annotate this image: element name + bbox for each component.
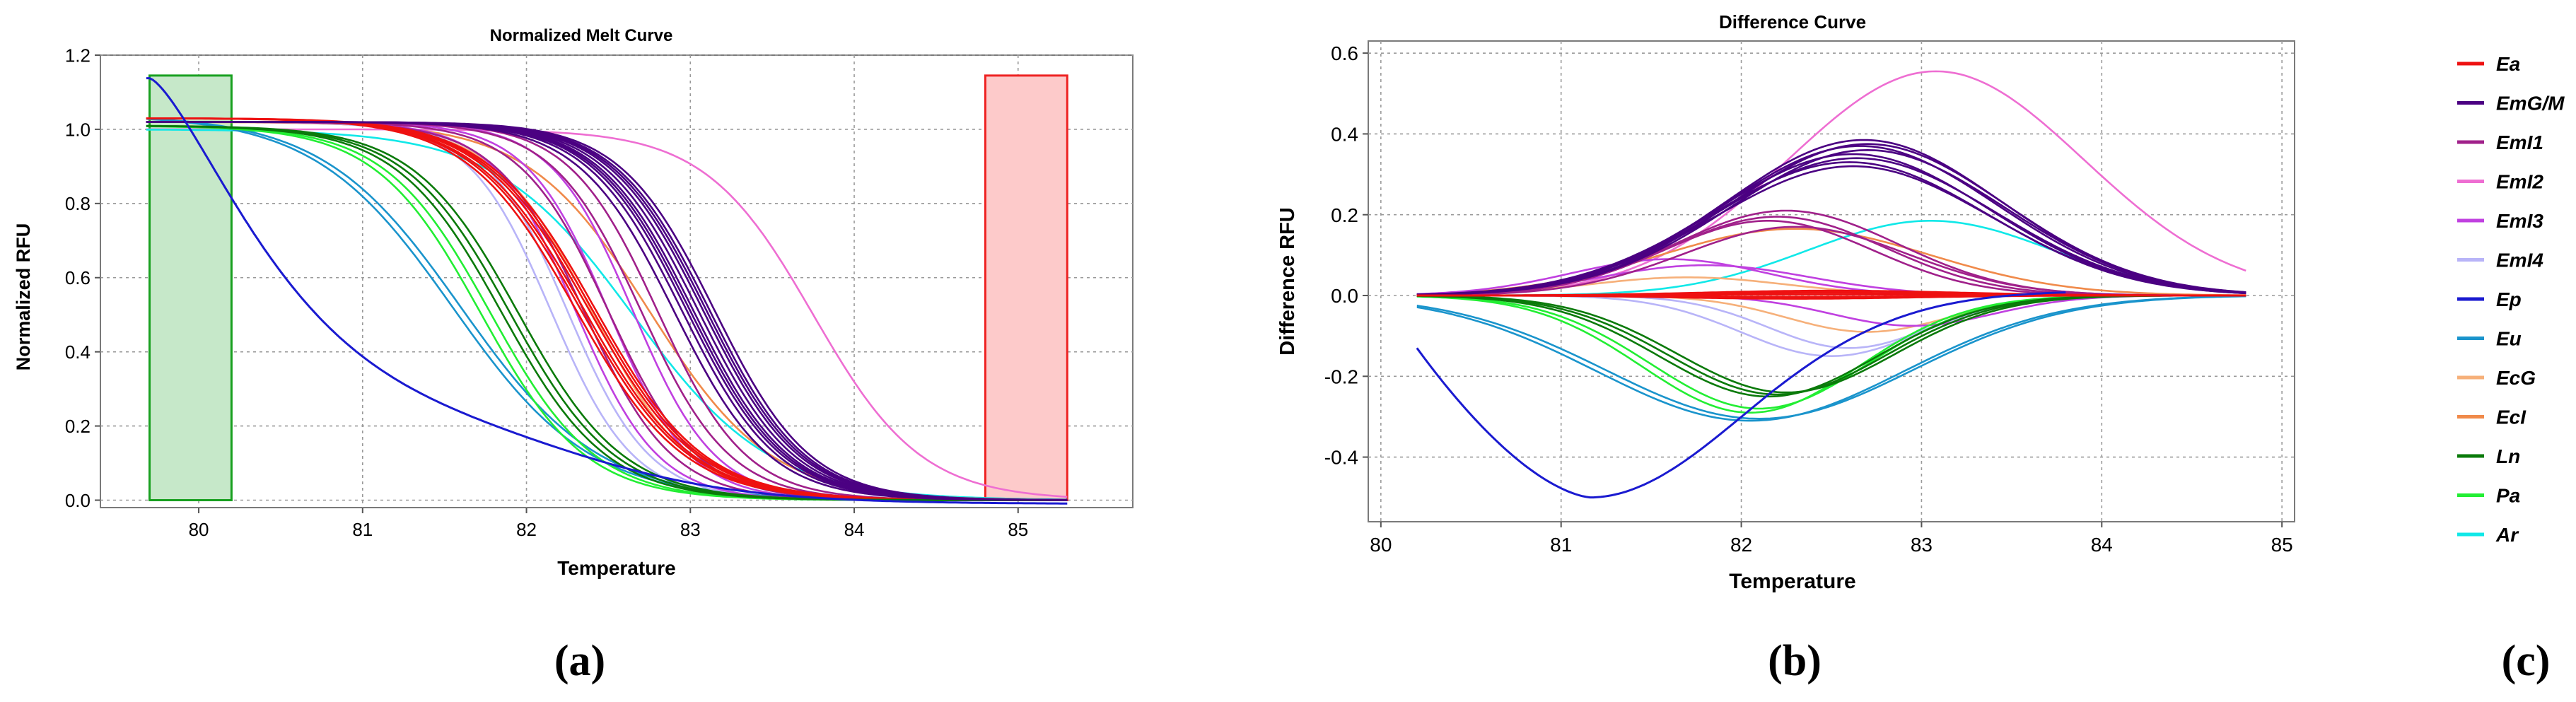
legend-label-emi1: EmI1 — [2496, 131, 2543, 153]
panel-label-c: (c) — [2502, 637, 2551, 685]
panel-b-series — [1416, 70, 2246, 499]
panel-b-xtick-label: 80 — [1370, 534, 1392, 556]
diff-line-emi1 — [1416, 226, 2246, 297]
panel-b-xtick-label: 81 — [1550, 534, 1572, 556]
panel-b-ylabel: Difference RFU — [1276, 207, 1299, 356]
panel-a-series — [146, 77, 1068, 505]
end-region — [984, 74, 1068, 502]
panel-b-xtick-label: 82 — [1730, 534, 1752, 556]
panel-a-xtick-label: 84 — [844, 519, 865, 540]
panel-label-a: (a) — [554, 637, 605, 685]
panel-a-ytick-label: 1.2 — [65, 45, 91, 66]
legend-label-ar: Ar — [2495, 524, 2519, 546]
panel-a-ytick-label: 0.8 — [65, 193, 91, 214]
series-line-emi2 — [146, 128, 1068, 498]
panel-a-xtick-label: 83 — [680, 519, 701, 540]
panel-b-ytick-label: -0.4 — [1324, 447, 1358, 469]
panel-b-xtick-label: 84 — [2091, 534, 2113, 556]
panel-a-title: Normalized Melt Curve — [490, 26, 673, 45]
panel-a-xtick-label: 80 — [189, 519, 209, 540]
legend-label-eu: Eu — [2496, 328, 2522, 350]
panel-b-ytick-label: -0.2 — [1324, 365, 1358, 387]
panel-a-chart: Normalized Melt Curve Normalized RFU Tem… — [13, 26, 1133, 579]
legend-label-pa: Pa — [2496, 485, 2520, 507]
panel-a-regions — [148, 74, 1068, 502]
panel-b-xlabel: Temperature — [1729, 570, 1856, 593]
legend-label-ep: Ep — [2496, 288, 2522, 310]
panel-label-b: (b) — [1768, 637, 1822, 685]
panel-a-ticks: 80 81 82 83 84 85 0.0 0.2 0.4 0.6 0.8 1.0 1.2 — [65, 45, 1028, 540]
panel-b-ticks: 80 81 82 83 84 85 -0.4 -0.2 0.0 0.2 0.4 0.6 — [1324, 42, 2293, 556]
panel-a-ylabel: Normalized RFU — [13, 223, 34, 371]
panel-a-ytick-label: 0.2 — [65, 416, 91, 437]
diff-line-emg-m — [1416, 165, 2246, 296]
panel-a-xlabel: Temperature — [557, 557, 676, 579]
legend-label-eci: EcI — [2496, 406, 2527, 428]
panel-a-ytick-label: 0.0 — [65, 490, 91, 511]
legend: Ea EmG/M EmI1 EmI2 EmI3 EmI4 Ep Eu EcG EcI Ln Pa Ar — [2457, 53, 2565, 546]
panel-b-xtick-label: 83 — [1911, 534, 1933, 556]
diff-line-emg-m — [1416, 143, 2246, 296]
panel-a-ytick-label: 0.6 — [65, 267, 91, 288]
legend-label-ecg: EcG — [2496, 367, 2536, 389]
panel-b-ytick-label: 0.0 — [1331, 285, 1358, 307]
panel-b-ytick-label: 0.4 — [1331, 124, 1358, 146]
panel-a-xtick-label: 82 — [516, 519, 537, 540]
legend-label-emg-m: EmG/M — [2496, 93, 2565, 115]
diff-line-ln — [1416, 294, 2246, 394]
legend-label-emi4: EmI4 — [2496, 250, 2543, 271]
series-line-emg-m — [146, 121, 1068, 501]
series-line-ep — [146, 77, 1068, 505]
panel-b-ytick-label: 0.6 — [1331, 42, 1358, 64]
panel-b-title: Difference Curve — [1719, 11, 1866, 33]
legend-label-emi3: EmI3 — [2496, 210, 2543, 232]
legend-label-ln: Ln — [2496, 445, 2520, 467]
panel-a-ytick-label: 0.4 — [65, 341, 91, 363]
begin-region — [148, 74, 233, 502]
legend-label-ea: Ea — [2496, 53, 2520, 75]
panel-a-xtick-label: 85 — [1008, 519, 1028, 540]
diff-line-ep — [1416, 291, 2066, 499]
legend-label-emi2: EmI2 — [2496, 171, 2543, 193]
panel-b-xtick-label: 85 — [2271, 534, 2293, 556]
diff-line-ea — [1416, 291, 2246, 297]
panel-b-ytick-label: 0.2 — [1331, 204, 1358, 226]
series-line-ln — [146, 124, 1068, 501]
panel-b-chart: Difference Curve Difference RFU Temperat… — [1276, 11, 2295, 593]
diff-line-eu — [1416, 295, 2246, 422]
panel-a-xtick-label: 81 — [352, 519, 373, 540]
panel-a-ytick-label: 1.0 — [65, 119, 91, 140]
diff-line-eu — [1416, 295, 2246, 420]
